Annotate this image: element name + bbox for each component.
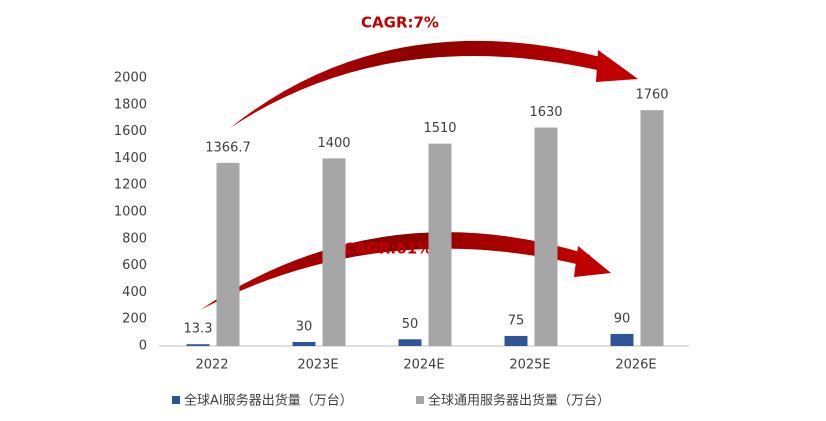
- arrow-head: [574, 246, 611, 277]
- legend-label: 全球通用服务器出货量（万台）: [428, 393, 610, 409]
- y-tick-label: 200: [122, 312, 147, 327]
- x-tick-label: 2022: [195, 358, 228, 373]
- y-tick-label: 1800: [114, 97, 147, 112]
- x-tick-label: 2026E: [615, 358, 656, 373]
- y-tick-label: 800: [122, 231, 147, 246]
- bar: [322, 158, 346, 346]
- data-label: 90: [614, 311, 631, 326]
- bar: [398, 339, 422, 346]
- data-label: 30: [296, 319, 313, 334]
- annotation: CAGR:61%: [344, 240, 432, 258]
- data-label: 1400: [317, 136, 350, 151]
- data-label: 13.3: [184, 322, 213, 337]
- bar: [428, 143, 452, 346]
- bar: [292, 341, 316, 346]
- y-tick-label: 600: [122, 258, 147, 273]
- y-tick-label: 0: [139, 339, 147, 354]
- x-tick-label: 2025E: [509, 358, 550, 373]
- data-label: 1630: [529, 105, 562, 120]
- arrow: [200, 232, 590, 310]
- y-tick-label: 1400: [114, 151, 147, 166]
- y-tick-label: 400: [122, 285, 147, 300]
- data-label: 50: [402, 317, 419, 332]
- y-tick-label: 1000: [114, 205, 147, 220]
- y-tick-label: 1600: [114, 124, 147, 139]
- y-tick-label: 1200: [114, 178, 147, 193]
- arrow: [230, 40, 612, 128]
- legend-swatch: [172, 396, 180, 404]
- bar: [640, 110, 664, 346]
- arrow-head: [596, 50, 638, 82]
- x-tick-label: 2024E: [403, 358, 444, 373]
- legend-label: 全球AI服务器出货量（万台）: [184, 393, 353, 409]
- data-label: 1760: [635, 88, 668, 103]
- bar: [534, 127, 558, 346]
- bar: [610, 333, 634, 346]
- bar: [216, 162, 240, 346]
- bar: [186, 344, 210, 346]
- bar: [504, 335, 528, 346]
- annotation: CAGR:7%: [361, 14, 439, 32]
- y-tick-label: 2000: [114, 71, 147, 86]
- data-label: 1510: [423, 121, 456, 136]
- legend-swatch: [416, 396, 424, 404]
- data-label: 75: [508, 313, 525, 328]
- x-tick-label: 2023E: [297, 358, 338, 373]
- data-label: 1366.7: [205, 140, 251, 155]
